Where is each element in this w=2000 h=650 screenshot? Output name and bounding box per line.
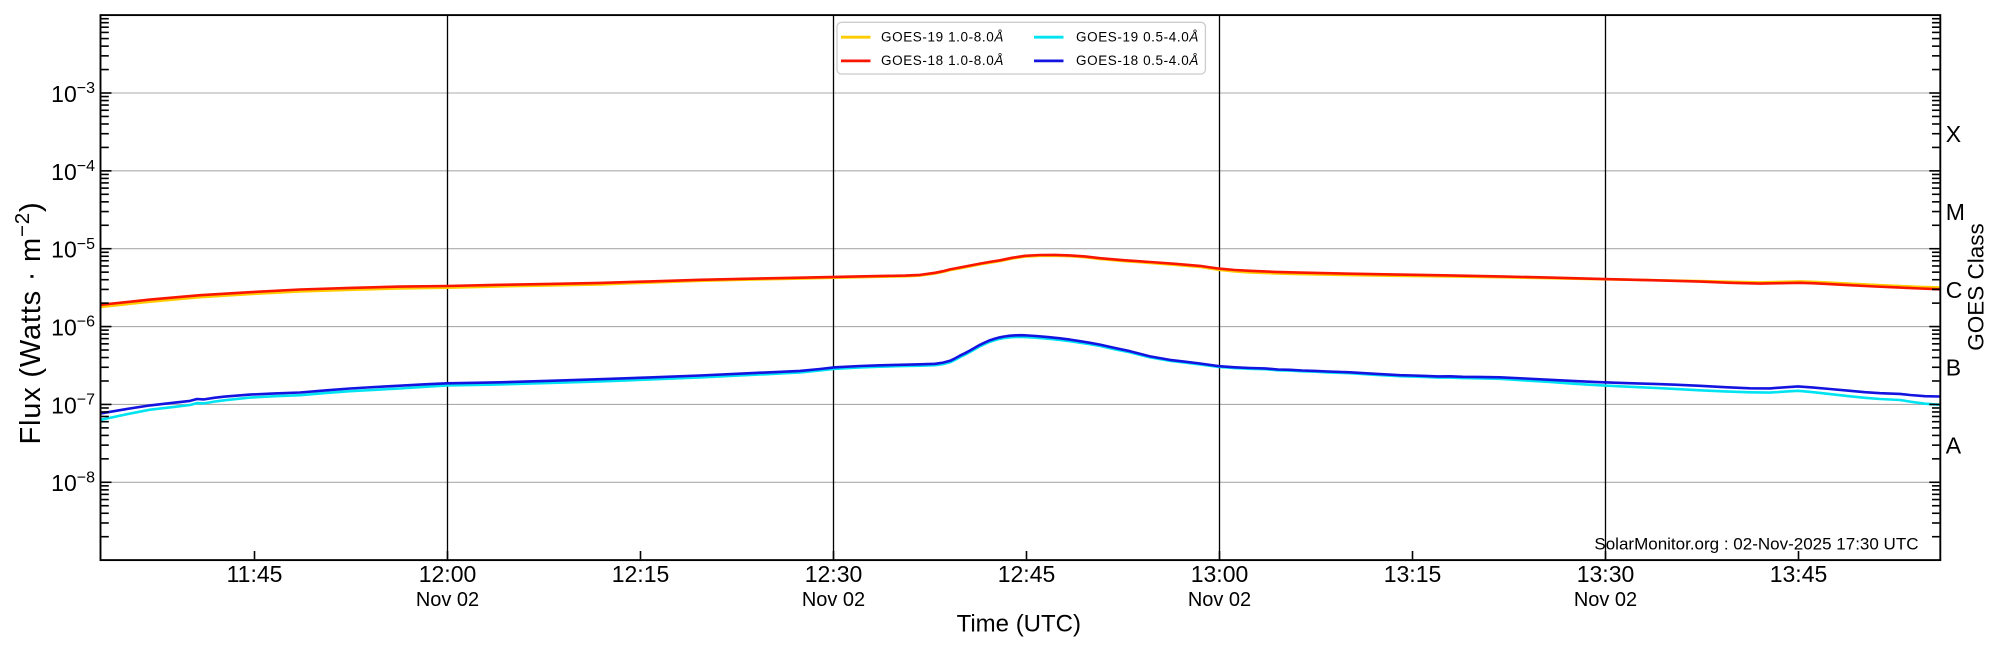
svg-text:12:15: 12:15 <box>612 561 670 587</box>
svg-text:GOES-19 0.5-4.0Å: GOES-19 0.5-4.0Å <box>1076 29 1199 44</box>
svg-text:13:15: 13:15 <box>1384 561 1442 587</box>
svg-text:10−8: 10−8 <box>51 469 95 496</box>
svg-text:C: C <box>1946 277 1963 303</box>
svg-text:GOES-19 1.0-8.0Å: GOES-19 1.0-8.0Å <box>881 29 1004 44</box>
svg-text:13:45: 13:45 <box>1770 561 1828 587</box>
svg-text:SolarMonitor.org : 02-Nov-2025: SolarMonitor.org : 02-Nov-2025 17:30 UTC <box>1594 534 1918 553</box>
svg-text:10−5: 10−5 <box>51 236 95 263</box>
svg-text:GOES-18 1.0-8.0Å: GOES-18 1.0-8.0Å <box>881 53 1004 68</box>
svg-text:10−7: 10−7 <box>51 392 95 419</box>
svg-text:A: A <box>1946 433 1962 459</box>
svg-text:12:45: 12:45 <box>998 561 1056 587</box>
svg-text:Nov 02: Nov 02 <box>1574 589 1637 611</box>
svg-text:Nov 02: Nov 02 <box>802 589 865 611</box>
svg-text:B: B <box>1946 355 1961 381</box>
svg-text:Nov 02: Nov 02 <box>416 589 479 611</box>
svg-text:13:00: 13:00 <box>1191 561 1249 587</box>
svg-text:13:30: 13:30 <box>1577 561 1635 587</box>
svg-text:12:00: 12:00 <box>419 561 477 587</box>
svg-text:M: M <box>1946 199 1965 225</box>
svg-text:X: X <box>1946 121 1961 147</box>
svg-text:GOES Class: GOES Class <box>1964 223 1989 351</box>
svg-text:GOES-18 0.5-4.0Å: GOES-18 0.5-4.0Å <box>1076 53 1199 68</box>
svg-text:Flux (Watts · m−2): Flux (Watts · m−2) <box>11 202 47 445</box>
svg-text:Nov 02: Nov 02 <box>1188 589 1251 611</box>
svg-text:12:30: 12:30 <box>805 561 863 587</box>
svg-text:11:45: 11:45 <box>227 561 283 587</box>
svg-text:Time (UTC): Time (UTC) <box>957 611 1081 638</box>
